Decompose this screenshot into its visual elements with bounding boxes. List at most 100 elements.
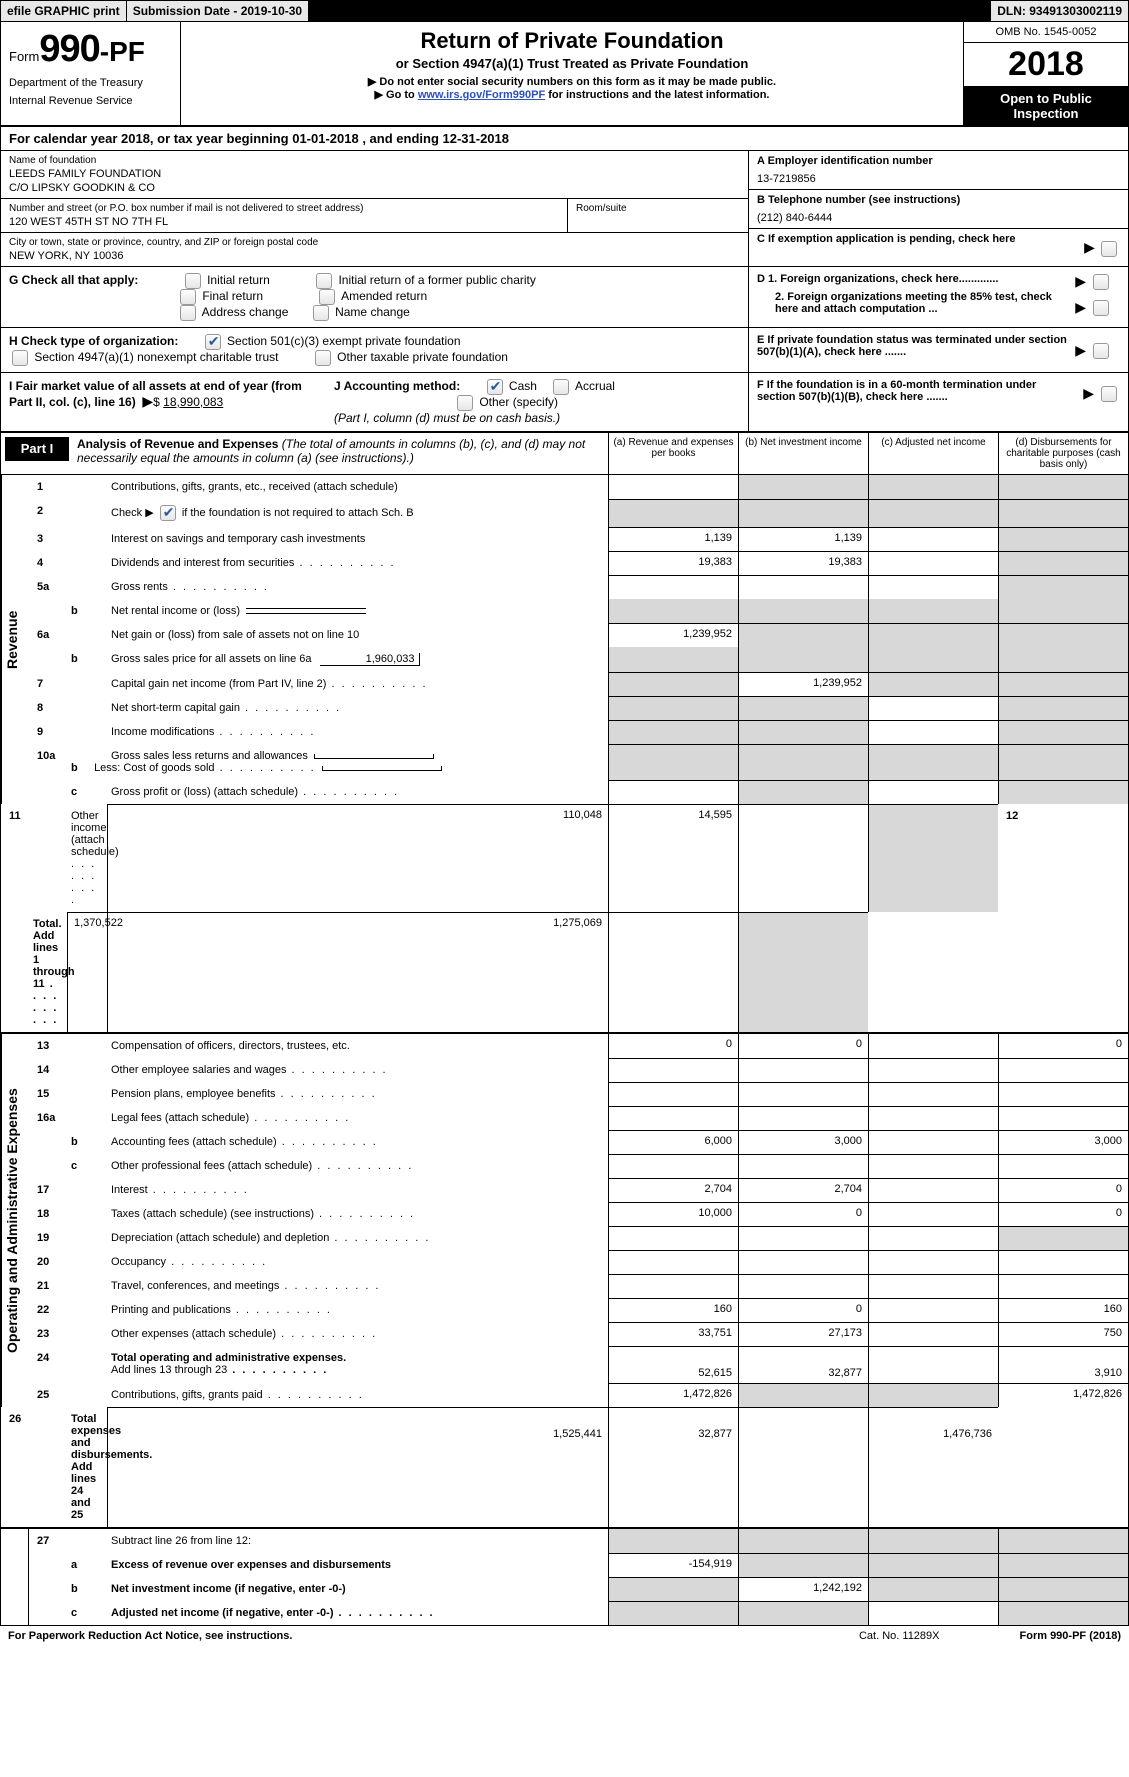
- row3-b: 1,139: [738, 527, 868, 551]
- row27-desc: Subtract line 26 from line 12:: [107, 1529, 608, 1553]
- form-title: Return of Private Foundation: [191, 28, 953, 54]
- fmv-value: 18,990,083: [163, 395, 223, 409]
- d2-label: 2. Foreign organizations meeting the 85%…: [775, 291, 1052, 315]
- cb-other-taxable[interactable]: [315, 350, 331, 366]
- row18-num: 18: [29, 1202, 67, 1226]
- cb-name-change[interactable]: [313, 305, 329, 321]
- row8-num: 8: [29, 696, 67, 720]
- row3-a: 1,139: [608, 527, 738, 551]
- col-b-header: (b) Net investment income: [738, 433, 868, 474]
- row18-d: 0: [998, 1202, 1128, 1226]
- g-opt-final: Final return: [177, 289, 263, 303]
- row12-a: 1,370,522: [67, 912, 107, 1032]
- j-other-label: Other (specify): [479, 395, 558, 409]
- address-row: Number and street (or P.O. box number if…: [1, 199, 748, 233]
- cb-cash[interactable]: [487, 379, 503, 395]
- irs-link[interactable]: www.irs.gov/Form990PF: [418, 89, 545, 101]
- row6a-a: 1,239,952: [608, 623, 738, 647]
- row15-desc: Pension plans, employee benefits: [107, 1082, 608, 1106]
- phone-label: B Telephone number (see instructions): [757, 194, 1120, 206]
- row26-a: 1,525,441: [107, 1407, 608, 1527]
- row25-a: 1,472,826: [608, 1383, 738, 1407]
- cb-amended-return[interactable]: [319, 289, 335, 305]
- foundation-name-cell: Name of foundation LEEDS FAMILY FOUNDATI…: [1, 151, 748, 199]
- room-cell: Room/suite: [568, 199, 748, 232]
- part1-title-wrap: Analysis of Revenue and Expenses (The to…: [69, 433, 608, 474]
- cb-501c3[interactable]: [205, 334, 221, 350]
- expenses-side-label: Operating and Administrative Expenses: [1, 1034, 29, 1407]
- e-checkbox[interactable]: [1093, 343, 1109, 359]
- row16b-a: 6,000: [608, 1130, 738, 1154]
- row7-desc: Capital gain net income (from Part IV, l…: [107, 672, 608, 696]
- i-label: I Fair market value of all assets at end…: [9, 379, 302, 409]
- form-subtitle: or Section 4947(a)(1) Trust Treated as P…: [191, 56, 953, 71]
- form-number-990: 990: [39, 28, 99, 71]
- j-note: (Part I, column (d) must be on cash basi…: [334, 411, 560, 425]
- cb-4947a1[interactable]: [12, 350, 28, 366]
- foundation-name-1: LEEDS FAMILY FOUNDATION: [9, 168, 740, 180]
- row22-num: 22: [29, 1298, 67, 1322]
- part1-tag: Part I: [5, 437, 69, 461]
- h2-label: Section 4947(a)(1) nonexempt charitable …: [34, 350, 278, 364]
- entity-info: Name of foundation LEEDS FAMILY FOUNDATI…: [0, 151, 1129, 267]
- arrow-icon: ▶: [1075, 299, 1086, 316]
- row13-desc: Compensation of officers, directors, tru…: [107, 1034, 608, 1058]
- h1-label: Section 501(c)(3) exempt private foundat…: [227, 334, 460, 348]
- cb-other-method[interactable]: [457, 395, 473, 411]
- cb-address-change[interactable]: [180, 305, 196, 321]
- col-d-header: (d) Disbursements for charitable purpose…: [998, 433, 1128, 474]
- j-label: J Accounting method:: [334, 379, 460, 393]
- city-cell: City or town, state or province, country…: [1, 233, 748, 266]
- row17-d: 0: [998, 1178, 1128, 1202]
- c-checkbox[interactable]: [1101, 241, 1117, 257]
- row4-b: 19,383: [738, 551, 868, 575]
- row5b-desc: Net rental income or (loss): [107, 599, 608, 623]
- row25-d: 1,472,826: [998, 1383, 1128, 1407]
- row27c-sub: c: [67, 1601, 107, 1625]
- row1-num: 1: [29, 475, 67, 499]
- row24-d: 3,910: [998, 1346, 1128, 1383]
- row24-num: 24: [29, 1346, 67, 1383]
- h3-label: Other taxable private foundation: [337, 350, 508, 364]
- row10a-num: 10a: [29, 744, 67, 780]
- d2-checkbox[interactable]: [1093, 300, 1109, 316]
- row22-desc: Printing and publications: [107, 1298, 608, 1322]
- row14-num: 14: [29, 1058, 67, 1082]
- row15-num: 15: [29, 1082, 67, 1106]
- efile-label: efile GRAPHIC print: [1, 1, 127, 21]
- top-bar: efile GRAPHIC print Submission Date - 20…: [0, 0, 1129, 22]
- d1-checkbox[interactable]: [1093, 274, 1109, 290]
- row25-num: 25: [29, 1383, 67, 1407]
- row17-desc: Interest: [107, 1178, 608, 1202]
- cb-initial-former[interactable]: [316, 273, 332, 289]
- row2-num: 2: [29, 499, 67, 527]
- j-cash-label: Cash: [509, 379, 537, 393]
- f-box: F If the foundation is in a 60-month ter…: [748, 373, 1128, 431]
- row12-desc: Total. Add lines 1 through 11: [29, 912, 67, 1032]
- cb-initial-return[interactable]: [185, 273, 201, 289]
- open-inspection: Open to Public Inspection: [964, 87, 1128, 125]
- row24-b: 32,877: [738, 1346, 868, 1383]
- row5b-sub: b: [67, 599, 107, 623]
- form-id-box: Form 990 -PF Department of the Treasury …: [1, 22, 181, 125]
- form-number-pf: -PF: [100, 36, 145, 68]
- row21-desc: Travel, conferences, and meetings: [107, 1274, 608, 1298]
- ein-label: A Employer identification number: [757, 155, 1120, 167]
- cb-accrual[interactable]: [553, 379, 569, 395]
- f-checkbox[interactable]: [1101, 386, 1117, 402]
- row10ab-desc: Gross sales less returns and allowances …: [107, 744, 608, 780]
- row22-d: 160: [998, 1298, 1128, 1322]
- row6b-sub: b: [67, 647, 107, 672]
- cb-sch-b[interactable]: [160, 505, 176, 521]
- ij-row: I Fair market value of all assets at end…: [0, 373, 1129, 433]
- omb-number: OMB No. 1545-0052: [964, 22, 1128, 43]
- row17-b: 2,704: [738, 1178, 868, 1202]
- h-row: H Check type of organization: Section 50…: [0, 328, 1129, 373]
- row17-num: 17: [29, 1178, 67, 1202]
- cb-final-return[interactable]: [180, 289, 196, 305]
- street-cell: Number and street (or P.O. box number if…: [1, 199, 568, 232]
- j-accrual-label: Accrual: [575, 379, 615, 393]
- dln-label: DLN: 93491303002119: [991, 1, 1128, 21]
- e-label: E If private foundation status was termi…: [757, 334, 1067, 358]
- row23-a: 33,751: [608, 1322, 738, 1346]
